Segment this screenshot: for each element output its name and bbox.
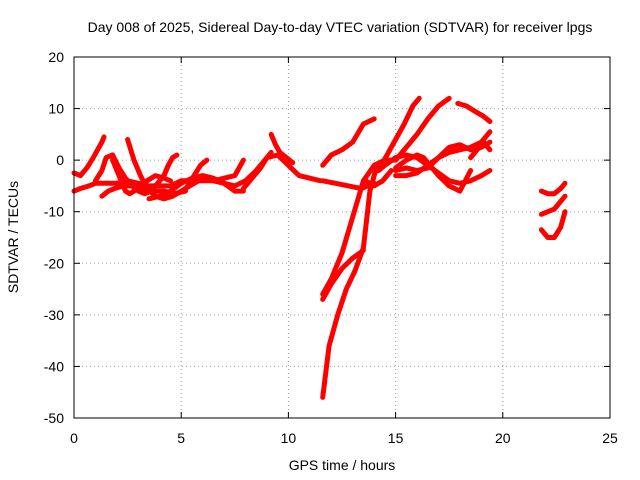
y-tick-label: -40 <box>44 358 64 374</box>
data-series-trace-13 <box>320 116 377 168</box>
data-series-trace-23 <box>393 129 493 179</box>
data-series-trace-20 <box>375 95 422 173</box>
plot-frame <box>73 56 611 419</box>
data-series-trace-18 <box>363 168 394 189</box>
data-series-trace-21 <box>393 95 452 163</box>
x-tick-label: 0 <box>70 430 78 446</box>
data-series-trace-10 <box>210 157 246 184</box>
data-series-trace-5 <box>110 157 173 197</box>
x-tick-label: 5 <box>177 430 185 446</box>
y-tick-label: -10 <box>44 204 64 220</box>
x-axis-label: GPS time / hours <box>289 457 396 473</box>
y-axis-label: SDTVAR / TECUs <box>5 181 21 293</box>
x-tick-label: 10 <box>281 430 297 446</box>
x-tick-label: 25 <box>602 430 618 446</box>
data-series-trace-25 <box>455 100 493 124</box>
chart-title: Day 008 of 2025, Sidereal Day-to-day VTE… <box>88 19 593 35</box>
data-series-trace-7 <box>146 173 246 202</box>
data-traces <box>71 95 568 400</box>
data-series-trace-26 <box>468 139 493 161</box>
x-tick-label: 20 <box>495 430 511 446</box>
y-tick-label: -50 <box>44 410 64 426</box>
y-tick-label: 20 <box>48 49 64 65</box>
data-series-trace-15 <box>320 247 366 302</box>
data-series-trace-17 <box>320 178 377 191</box>
data-series-trace-11 <box>240 149 274 191</box>
data-series-trace-8 <box>161 152 180 179</box>
data-series-trace-12 <box>268 131 296 166</box>
y-tick-label: -20 <box>44 255 64 271</box>
data-series-trace-24 <box>393 152 474 194</box>
x-tick-label: 15 <box>388 430 404 446</box>
grid-lines <box>74 57 610 418</box>
y-tick-label: 0 <box>56 152 64 168</box>
data-series-trace-14 <box>320 165 379 400</box>
axis-ticks: 0 5 10 15 20 25 -50 -40 -30 -20 -10 0 10 20 <box>44 49 618 446</box>
y-tick-label: -30 <box>44 307 64 323</box>
data-series-trace-9 <box>185 157 210 189</box>
data-series-trace-6 <box>125 137 210 202</box>
y-tick-label: 10 <box>48 101 64 117</box>
data-series-trace-27 <box>538 180 568 197</box>
data-series-trace-28 <box>538 193 568 217</box>
data-series-trace-29 <box>538 209 568 240</box>
data-series-trace-1 <box>71 134 107 179</box>
